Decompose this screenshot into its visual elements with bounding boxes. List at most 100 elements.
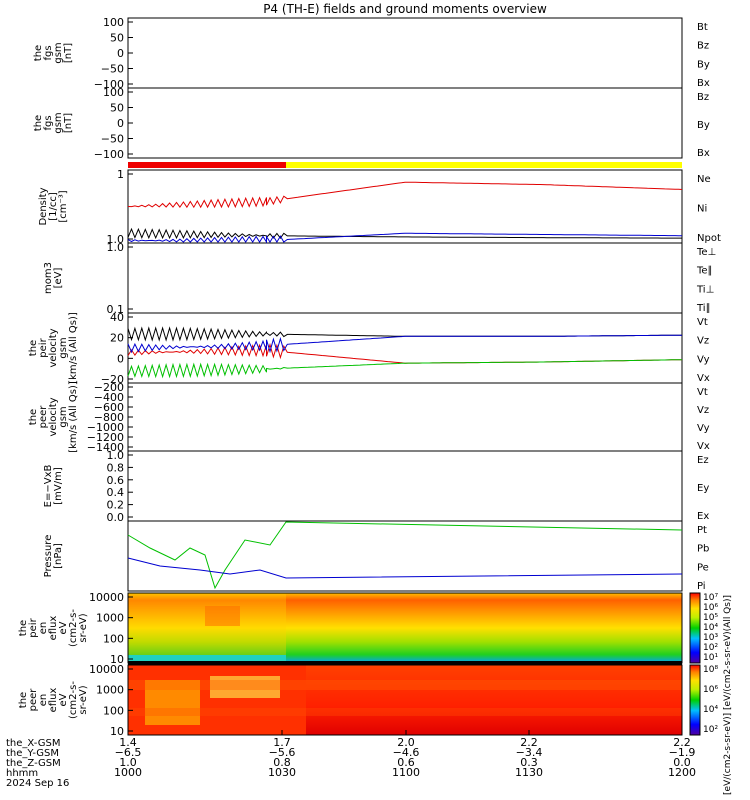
ylabel-ion_spec-1: peir bbox=[28, 617, 39, 637]
xaxis-row-label-3: hhmm bbox=[6, 768, 38, 779]
legend-temp-1: Te∥ bbox=[696, 266, 713, 277]
cb-tick-top-2: 10⁵ bbox=[703, 613, 718, 623]
legend-efield-2: Ex bbox=[697, 511, 709, 522]
ylabel-vi-0: the bbox=[28, 340, 39, 356]
ytick-efield-0: 1.0 bbox=[107, 449, 125, 462]
ylabel-ion_spec-5: (cm2-s- bbox=[68, 609, 79, 647]
panel-ticks: 100500−50−100100500−50−10011.01.00.14020… bbox=[87, 16, 133, 738]
trace-vi-Vx bbox=[127, 334, 682, 354]
trace-pressure-Pi bbox=[127, 557, 683, 579]
legend-fgs-2: By bbox=[697, 59, 710, 70]
legend-pressure-3: Pi bbox=[697, 581, 706, 592]
ylabel-temp-0: mom3 bbox=[43, 262, 54, 294]
legend-ve-1: Vz bbox=[697, 405, 709, 416]
ytick-fgs-1: 50 bbox=[110, 32, 124, 45]
xaxis-val-3-3: 1130 bbox=[515, 766, 543, 779]
cb-tick-bot-2: 10⁴ bbox=[703, 705, 718, 715]
ytick-ion_spec-3: 10 bbox=[110, 653, 124, 666]
xaxis-val-1-4: −1.9 bbox=[669, 746, 696, 759]
ylabel-temp-1: [eV] bbox=[53, 268, 64, 289]
panel-efield-frame bbox=[127, 450, 683, 522]
colorbar-bottom bbox=[689, 664, 701, 736]
ytick-ion_spec-2: 100 bbox=[103, 632, 124, 645]
trace-pressure-Pe bbox=[127, 521, 683, 590]
ylabel-ve-2: velocity bbox=[48, 397, 59, 436]
panel-legends: Bt Bz By Bx Bz By Bx Ne Ni Npot Te⊥ Te∥ Ti⊥ Ti∥ Vt Vz Vy… bbox=[696, 22, 721, 592]
ylabel-ve-3: gsm bbox=[58, 406, 69, 427]
ytick-density-1: 1.0 bbox=[107, 233, 125, 246]
xaxis-val-0-3: 2.2 bbox=[520, 736, 538, 749]
cb-tick-bot-1: 10⁶ bbox=[703, 685, 718, 695]
trace-density-Ne bbox=[127, 181, 683, 209]
ytick-fgs2-3: −50 bbox=[101, 133, 124, 146]
mode-bar-yellow bbox=[286, 162, 682, 168]
ytick-ve-2: −600 bbox=[94, 401, 124, 414]
xaxis-val-0-1: 1.7 bbox=[273, 736, 291, 749]
cb-tick-top-4: 10³ bbox=[703, 633, 718, 643]
legend-vi-2: Vy bbox=[697, 354, 710, 365]
ylabel-elec_spec-2: en bbox=[38, 694, 49, 707]
colorbar-top bbox=[689, 592, 701, 664]
ylabel-elec_spec-0: the bbox=[18, 692, 29, 708]
legend-ve-3: Vx bbox=[697, 441, 710, 452]
ytick-ion_spec-1: 1000 bbox=[96, 612, 124, 625]
xaxis-row-label-0: the_X-GSM bbox=[6, 738, 60, 749]
legend-fgs2-1: By bbox=[697, 120, 710, 131]
ytick-efield-3: 0.4 bbox=[107, 486, 125, 499]
ylabel-vi-1: peir bbox=[38, 337, 49, 357]
ytick-ion_spec-0: 10000 bbox=[89, 591, 124, 604]
legend-ve-2: Vy bbox=[697, 423, 710, 434]
ylabel-fgs2-0: the bbox=[33, 115, 44, 131]
xaxis-row-label-1: the_Y-GSM bbox=[6, 748, 59, 759]
trace-vi-Vt bbox=[127, 326, 682, 342]
ytick-ve-4: −1000 bbox=[87, 421, 124, 434]
xaxis-val-3-2: 1100 bbox=[392, 766, 420, 779]
legend-temp-3: Ti∥ bbox=[696, 303, 711, 314]
ylabel-fgs2-3: [nT] bbox=[63, 113, 74, 133]
ytick-elec_spec-2: 100 bbox=[103, 704, 124, 717]
ylabel-vi-2: velocity bbox=[48, 328, 59, 367]
legend-fgs2-0: Bz bbox=[697, 92, 709, 103]
xaxis-val-1-2: −4.6 bbox=[393, 746, 420, 759]
xaxis-val-2-3: 0.3 bbox=[520, 756, 538, 769]
trace-vi-Vy bbox=[127, 359, 682, 379]
ylabel-efield-1: [mV/m] bbox=[53, 467, 64, 505]
xaxis-val-2-0: 1.0 bbox=[119, 756, 137, 769]
ytick-fgs-0: 100 bbox=[103, 16, 124, 29]
ytick-ve-3: −800 bbox=[94, 411, 124, 424]
xaxis-val-3-4: 1200 bbox=[668, 766, 696, 779]
legend-fgs2-2: Bx bbox=[697, 148, 710, 159]
legend-temp-2: Ti⊥ bbox=[696, 284, 714, 295]
ylabel-elec_spec-4: eV bbox=[58, 693, 69, 706]
electron-spectrogram bbox=[128, 665, 682, 735]
ytick-fgs2-0: 100 bbox=[103, 86, 124, 99]
legend-ve-0: Vt bbox=[697, 387, 708, 398]
legend-efield-1: Ey bbox=[697, 483, 709, 494]
xaxis-block: the_X-GSM the_Y-GSM the_Z-GSM hhmm 2024 … bbox=[6, 738, 69, 789]
mode-bar-red bbox=[128, 162, 286, 168]
ylabel-elec_spec-3: eflux bbox=[48, 688, 59, 713]
ytick-fgs2-2: 0 bbox=[117, 117, 124, 130]
ytick-vi-0: 40 bbox=[110, 311, 124, 324]
ytick-fgs2-4: −100 bbox=[94, 148, 124, 161]
panel-density-frame bbox=[127, 169, 683, 244]
panel-temp-frame bbox=[127, 242, 683, 314]
ytick-fgs-3: −50 bbox=[101, 63, 124, 76]
xaxis-val-2-4: 0.0 bbox=[673, 756, 691, 769]
panel-fgs-frame bbox=[127, 17, 683, 89]
panels-frames bbox=[127, 17, 683, 592]
ylabel-ion_spec-3: eflux bbox=[48, 616, 59, 641]
ylabel-elec_spec-1: peer bbox=[28, 688, 39, 712]
ytick-efield-5: 0.0 bbox=[107, 511, 125, 524]
legend-vi-1: Vz bbox=[697, 336, 709, 347]
legend-vi-0: Vt bbox=[697, 317, 708, 328]
trace-density-Ni bbox=[127, 227, 682, 240]
electron-spectrogram-frame bbox=[127, 664, 683, 736]
panel-pressure-frame bbox=[127, 520, 683, 592]
xaxis-val-1-1: −5.6 bbox=[269, 746, 296, 759]
ylabel-density-2: [cm⁻³] bbox=[58, 190, 69, 222]
legend-vi-3: Vx bbox=[697, 373, 710, 384]
cb-tick-top-5: 10² bbox=[703, 643, 718, 653]
cb-tick-bot-0: 10⁸ bbox=[703, 665, 718, 675]
legend-density-0: Ne bbox=[697, 174, 711, 185]
